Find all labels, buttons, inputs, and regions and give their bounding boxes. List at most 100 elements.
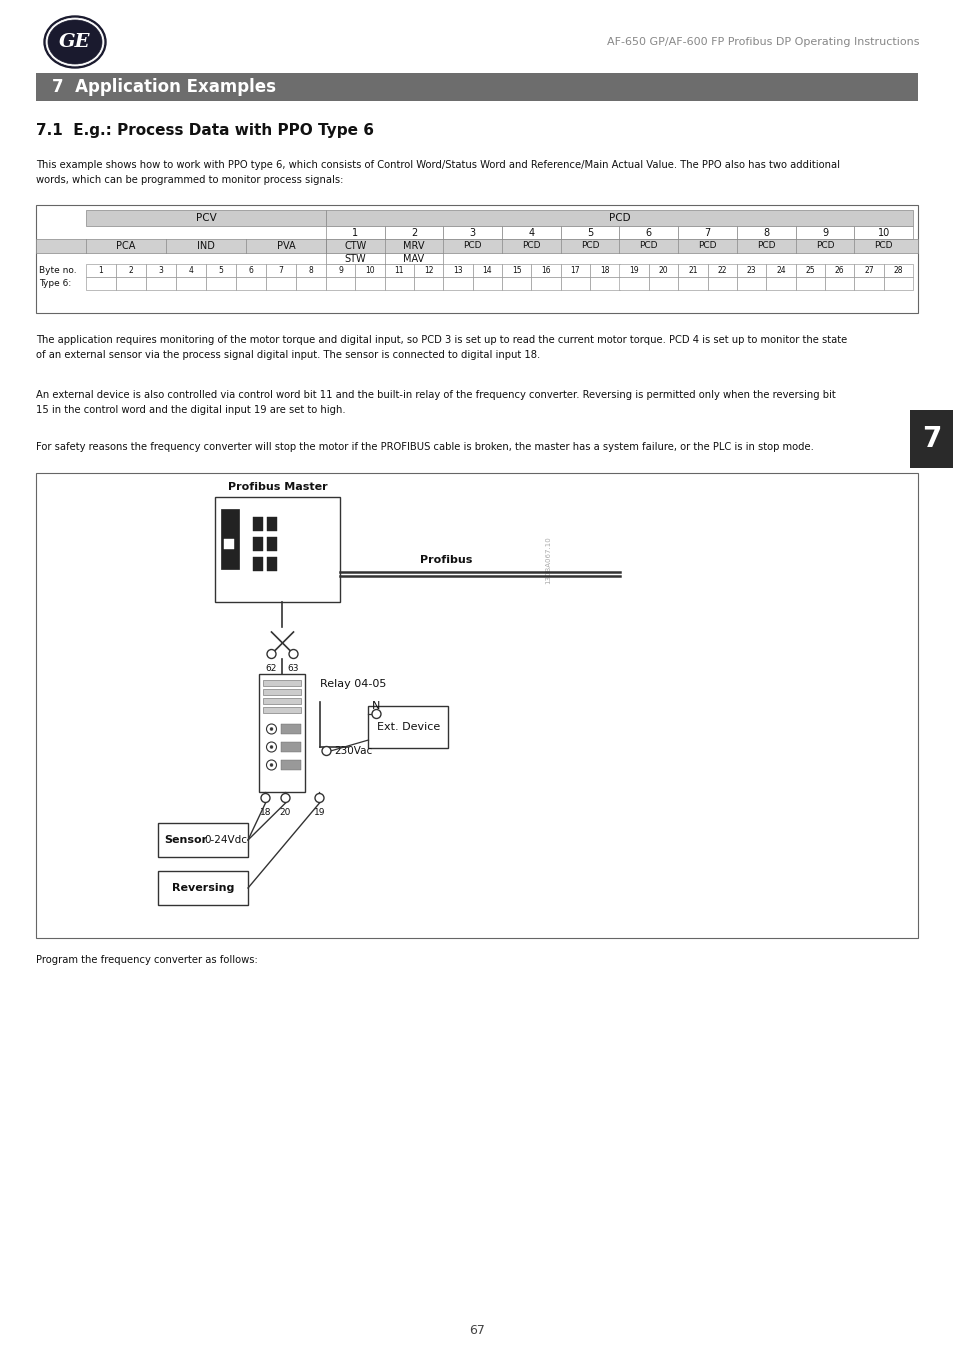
Circle shape [267,649,275,659]
Text: 22: 22 [717,266,726,275]
Text: 6: 6 [645,228,651,238]
Text: 4: 4 [528,228,534,238]
Circle shape [372,710,380,718]
Bar [36,239,917,252]
Text: Profibus: Profibus [419,555,472,566]
Bar [795,277,824,290]
Text: 1: 1 [98,266,103,275]
Bar [221,509,239,568]
Bar [531,265,560,277]
Text: 7: 7 [922,425,941,454]
Text: 2: 2 [411,228,416,238]
Bar [116,277,146,290]
Bar [648,277,678,290]
Bar [707,277,736,290]
Bar [235,277,266,290]
Text: Byte no.: Byte no. [39,266,76,275]
Circle shape [314,794,324,802]
Bar [707,265,736,277]
Text: 15: 15 [512,266,521,275]
Bar [618,225,678,239]
Text: Sensor: Sensor [164,836,208,845]
Bar [882,277,912,290]
Text: 26: 26 [834,266,843,275]
Circle shape [270,728,273,730]
Bar [281,743,301,752]
Text: 7  Application Examples: 7 Application Examples [52,78,275,96]
Circle shape [261,794,270,802]
Bar [560,265,590,277]
Bar [824,277,853,290]
Text: 18: 18 [599,266,609,275]
Bar [355,277,384,290]
Bar [882,265,912,277]
Text: PCD: PCD [815,242,833,251]
Bar [326,277,355,290]
Circle shape [322,747,331,756]
Bar [253,537,263,551]
Bar [678,277,707,290]
Text: 10: 10 [877,228,889,238]
Circle shape [289,649,297,659]
Text: 5: 5 [586,228,593,238]
Text: 27: 27 [863,266,873,275]
Bar [853,225,912,239]
Text: 230Vac: 230Vac [335,747,373,756]
Bar [158,824,248,857]
Bar [384,277,414,290]
Text: 63: 63 [288,664,299,674]
Text: 0-24Vdc: 0-24Vdc [204,836,247,845]
Bar [158,871,248,904]
Text: 4: 4 [189,266,193,275]
Text: 21: 21 [687,266,697,275]
Bar [590,265,618,277]
Text: PCD: PCD [580,242,598,251]
Bar [853,277,882,290]
Bar [266,277,295,290]
Bar [281,760,301,770]
Circle shape [270,745,273,748]
Bar [206,265,235,277]
Text: 24: 24 [776,266,785,275]
Text: STW: STW [344,254,366,263]
Bar [414,277,443,290]
Bar [853,265,882,277]
Text: PCV: PCV [195,213,216,223]
Bar [414,265,443,277]
Bar [473,265,501,277]
Text: 10: 10 [365,266,375,275]
Bar [36,205,917,313]
Bar [443,225,501,239]
Bar [368,706,448,748]
Bar [384,265,414,277]
Bar [824,265,853,277]
Text: An external device is also controlled via control word bit 11 and the built-in r: An external device is also controlled vi… [36,390,835,400]
Bar [253,517,263,531]
Text: PCD: PCD [874,242,892,251]
Ellipse shape [44,16,106,68]
Text: 16: 16 [540,266,551,275]
Bar [443,277,473,290]
Bar [678,265,707,277]
Bar [263,707,301,713]
Bar [795,265,824,277]
Bar [355,265,384,277]
Text: 20: 20 [279,809,291,817]
Bar [267,517,276,531]
Text: 19: 19 [314,809,325,817]
Bar [765,277,795,290]
Bar [531,277,560,290]
Text: AF-650 GP/AF-600 FP Profibus DP Operating Instructions: AF-650 GP/AF-600 FP Profibus DP Operatin… [607,36,919,47]
Circle shape [266,724,276,734]
Bar [795,225,853,239]
Text: 9: 9 [821,228,827,238]
Bar [648,265,678,277]
Text: IND: IND [197,242,214,251]
Bar [235,265,266,277]
Text: PCD: PCD [521,242,540,251]
Bar [560,277,590,290]
Bar [224,539,233,549]
Text: The application requires monitoring of the motor torque and digital input, so PC: The application requires monitoring of t… [36,335,846,346]
Bar [206,277,235,290]
Bar [175,265,206,277]
